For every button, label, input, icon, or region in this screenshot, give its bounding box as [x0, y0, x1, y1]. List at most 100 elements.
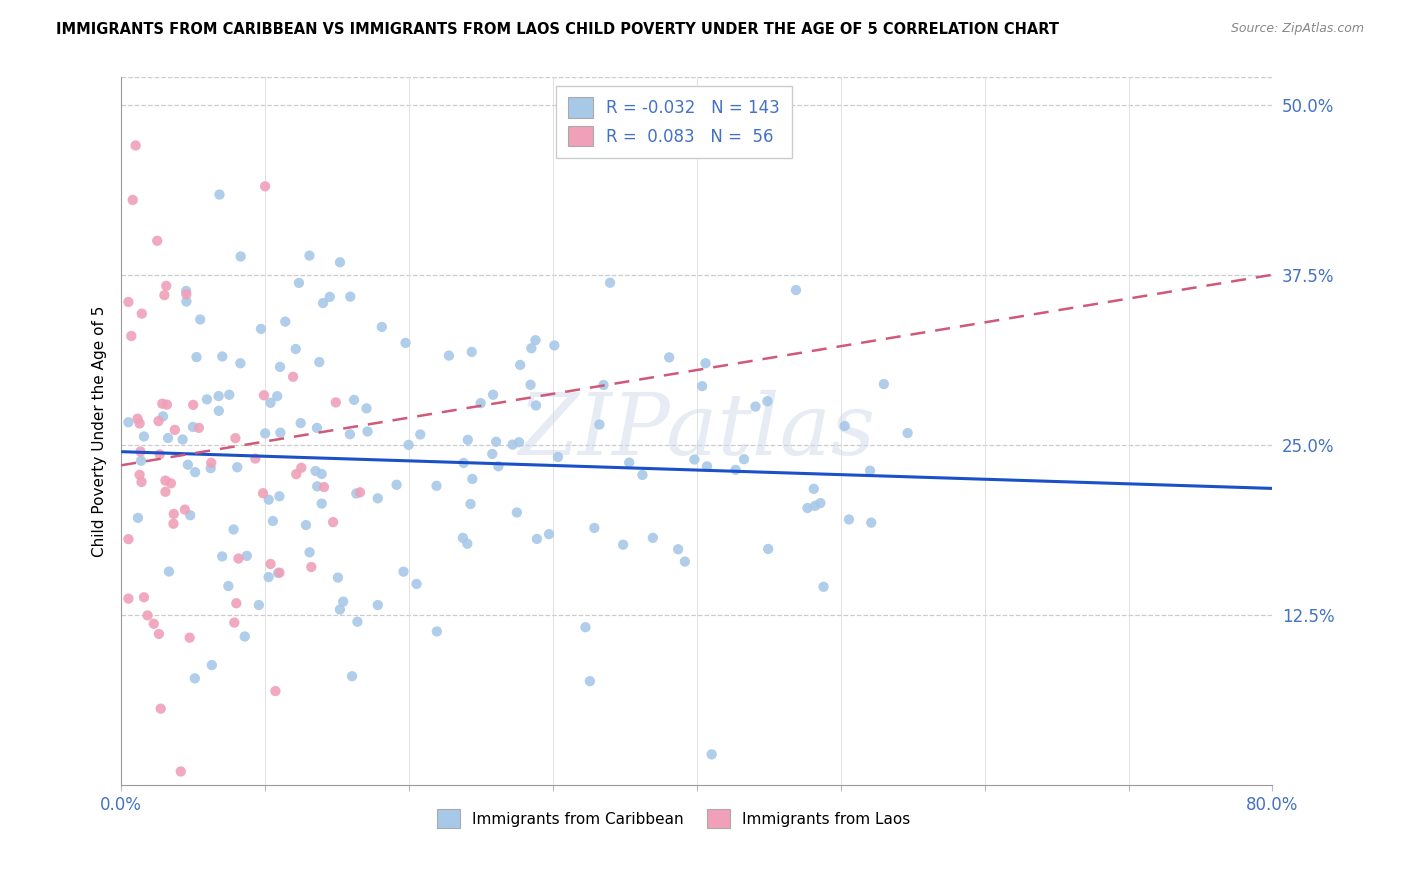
Point: [808, 496, 831, 510]
Point: [524, 399, 547, 413]
Point: [524, 333, 547, 347]
Point: [339, 427, 361, 442]
Point: [312, 296, 335, 310]
Point: [187, 421, 209, 435]
Y-axis label: Child Poverty Under the Age of 5: Child Poverty Under the Age of 5: [93, 306, 107, 557]
Point: [200, 461, 222, 475]
Point: [312, 480, 335, 494]
Point: [117, 532, 139, 546]
Point: [733, 452, 755, 467]
Point: [859, 464, 882, 478]
Point: [547, 450, 569, 464]
Point: [804, 499, 827, 513]
Point: [129, 454, 152, 468]
Point: [250, 322, 273, 336]
Point: [756, 541, 779, 556]
Point: [460, 497, 482, 511]
Point: [174, 284, 197, 298]
Point: [225, 596, 247, 610]
Point: [295, 518, 318, 533]
Point: [179, 631, 201, 645]
Point: [188, 312, 211, 326]
Point: [152, 409, 174, 424]
Point: [307, 479, 329, 493]
Point: [121, 193, 143, 207]
Point: [128, 467, 150, 482]
Point: [181, 420, 204, 434]
Point: [284, 342, 307, 356]
Point: [288, 276, 311, 290]
Point: [756, 394, 779, 409]
Point: [184, 671, 207, 685]
Point: [298, 545, 321, 559]
Point: [461, 345, 484, 359]
Point: [290, 460, 312, 475]
Point: [128, 417, 150, 431]
Point: [392, 565, 415, 579]
Point: [208, 187, 231, 202]
Point: [186, 350, 208, 364]
Point: [311, 497, 333, 511]
Point: [163, 423, 186, 437]
Point: [155, 278, 177, 293]
Point: [117, 415, 139, 429]
Text: IMMIGRANTS FROM CARIBBEAN VS IMMIGRANTS FROM LAOS CHILD POVERTY UNDER THE AGE OF: IMMIGRANTS FROM CARIBBEAN VS IMMIGRANTS …: [56, 22, 1059, 37]
Point: [257, 492, 280, 507]
Point: [184, 465, 207, 479]
Point: [267, 566, 290, 580]
Point: [228, 551, 250, 566]
Point: [298, 249, 321, 263]
Point: [485, 434, 508, 449]
Point: [269, 359, 291, 374]
Point: [394, 335, 416, 350]
Point: [254, 426, 277, 441]
Point: [252, 486, 274, 500]
Point: [245, 451, 267, 466]
Point: [425, 479, 447, 493]
Point: [619, 456, 641, 470]
Point: [426, 624, 449, 639]
Point: [690, 379, 713, 393]
Point: [343, 392, 366, 407]
Point: [229, 250, 252, 264]
Text: ZIPatlas: ZIPatlas: [519, 390, 876, 473]
Point: [319, 290, 342, 304]
Point: [179, 508, 201, 523]
Point: [744, 400, 766, 414]
Point: [285, 467, 308, 482]
Point: [838, 512, 860, 526]
Point: [311, 467, 333, 481]
Point: [796, 501, 818, 516]
Point: [150, 397, 173, 411]
Point: [149, 701, 172, 715]
Point: [482, 388, 505, 402]
Point: [329, 602, 352, 616]
Point: [398, 438, 420, 452]
Point: [146, 234, 169, 248]
Point: [266, 389, 288, 403]
Point: [346, 615, 368, 629]
Point: [457, 433, 479, 447]
Point: [229, 356, 252, 370]
Point: [149, 447, 172, 461]
Point: [173, 502, 195, 516]
Point: [695, 356, 717, 370]
Point: [157, 565, 180, 579]
Point: [176, 287, 198, 301]
Point: [269, 425, 291, 440]
Point: [217, 579, 239, 593]
Legend: Immigrants from Caribbean, Immigrants from Laos: Immigrants from Caribbean, Immigrants fr…: [432, 803, 917, 834]
Point: [349, 485, 371, 500]
Point: [299, 560, 322, 574]
Point: [367, 491, 389, 506]
Point: [371, 319, 394, 334]
Point: [724, 463, 747, 477]
Point: [281, 369, 304, 384]
Point: [211, 350, 233, 364]
Point: [218, 388, 240, 402]
Point: [131, 307, 153, 321]
Point: [409, 427, 432, 442]
Point: [470, 396, 492, 410]
Point: [254, 179, 277, 194]
Point: [340, 669, 363, 683]
